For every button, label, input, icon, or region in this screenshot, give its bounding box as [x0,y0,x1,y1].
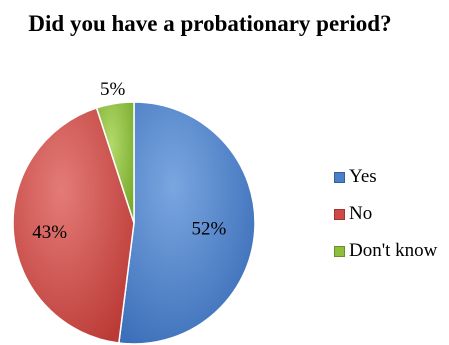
pie-slice-dont-know [95,101,135,224]
data-label-dont-know: 5% [100,79,126,100]
legend-item-yes: Yes [334,166,437,187]
legend-swatch-dont-know [334,245,345,257]
chart-title: Did you have a probationary period? [28,11,392,36]
legend-swatch-no [334,208,345,220]
pie-slice-no [12,106,135,344]
legend-label-no: No [349,203,373,224]
legend-label-dont-know: Don't know [349,240,438,261]
data-label-yes: 52% [191,219,226,240]
legend-item-no: No [334,203,437,224]
pie-slice-yes [117,101,256,345]
legend-label-yes: Yes [349,166,377,187]
legend-item-dont-know: Don't know [334,240,438,261]
legend-swatch-yes [334,171,345,183]
data-label-no: 43% [32,222,67,243]
legend: Yes No Don't know [334,166,438,278]
